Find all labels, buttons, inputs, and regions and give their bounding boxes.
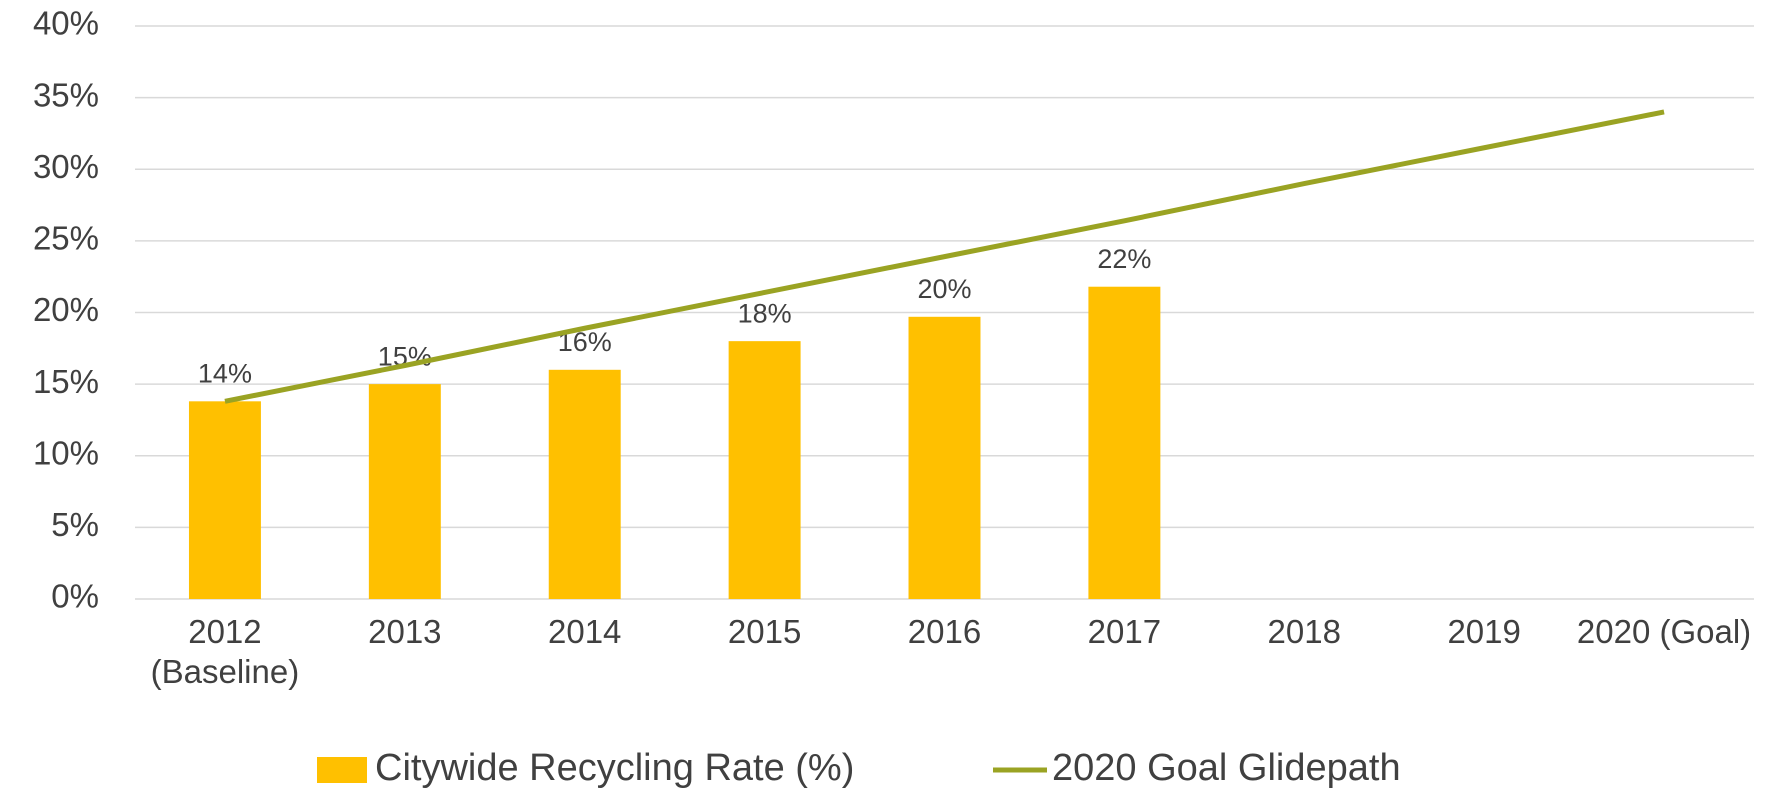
legend-swatch (317, 757, 367, 783)
bar (728, 341, 801, 599)
bar (1088, 286, 1161, 599)
bar (188, 401, 261, 599)
x-tick-label: 2015 (727, 613, 802, 650)
x-tick-label: 2014 (548, 613, 622, 650)
legend-label: Citywide Recycling Rate (%) (375, 747, 854, 789)
bar (368, 384, 441, 599)
y-tick-label: 10% (33, 434, 99, 471)
line (224, 109, 1665, 404)
y-tick-label: 0% (51, 578, 99, 615)
bar (908, 316, 981, 599)
y-tick-label: 20% (33, 291, 99, 328)
data-label: 22% (1097, 244, 1151, 274)
y-tick-label: 25% (33, 220, 99, 257)
legend-label: 2020 Goal Glidepath (1052, 747, 1401, 789)
y-tick-label: 40% (33, 5, 99, 42)
x-tick-label: 2019 (1447, 613, 1521, 650)
y-tick-label: 30% (33, 148, 99, 185)
data-label: 18% (738, 298, 792, 328)
x-tick-label: 2020 (Goal) (1576, 613, 1752, 650)
x-tick-label: 2012 (Baseline) (150, 613, 300, 690)
y-tick-label: 35% (33, 76, 99, 113)
x-tick-label: 2018 (1267, 613, 1341, 650)
y-tick-label: 5% (51, 506, 99, 543)
x-tick-label: 2013 (368, 613, 442, 650)
x-tick-label: 2016 (907, 613, 982, 650)
y-tick-label: 15% (33, 363, 99, 400)
bar (548, 369, 621, 599)
x-tick-label: 2017 (1087, 613, 1162, 650)
data-label: 14% (198, 358, 252, 388)
data-label: 20% (917, 274, 971, 304)
